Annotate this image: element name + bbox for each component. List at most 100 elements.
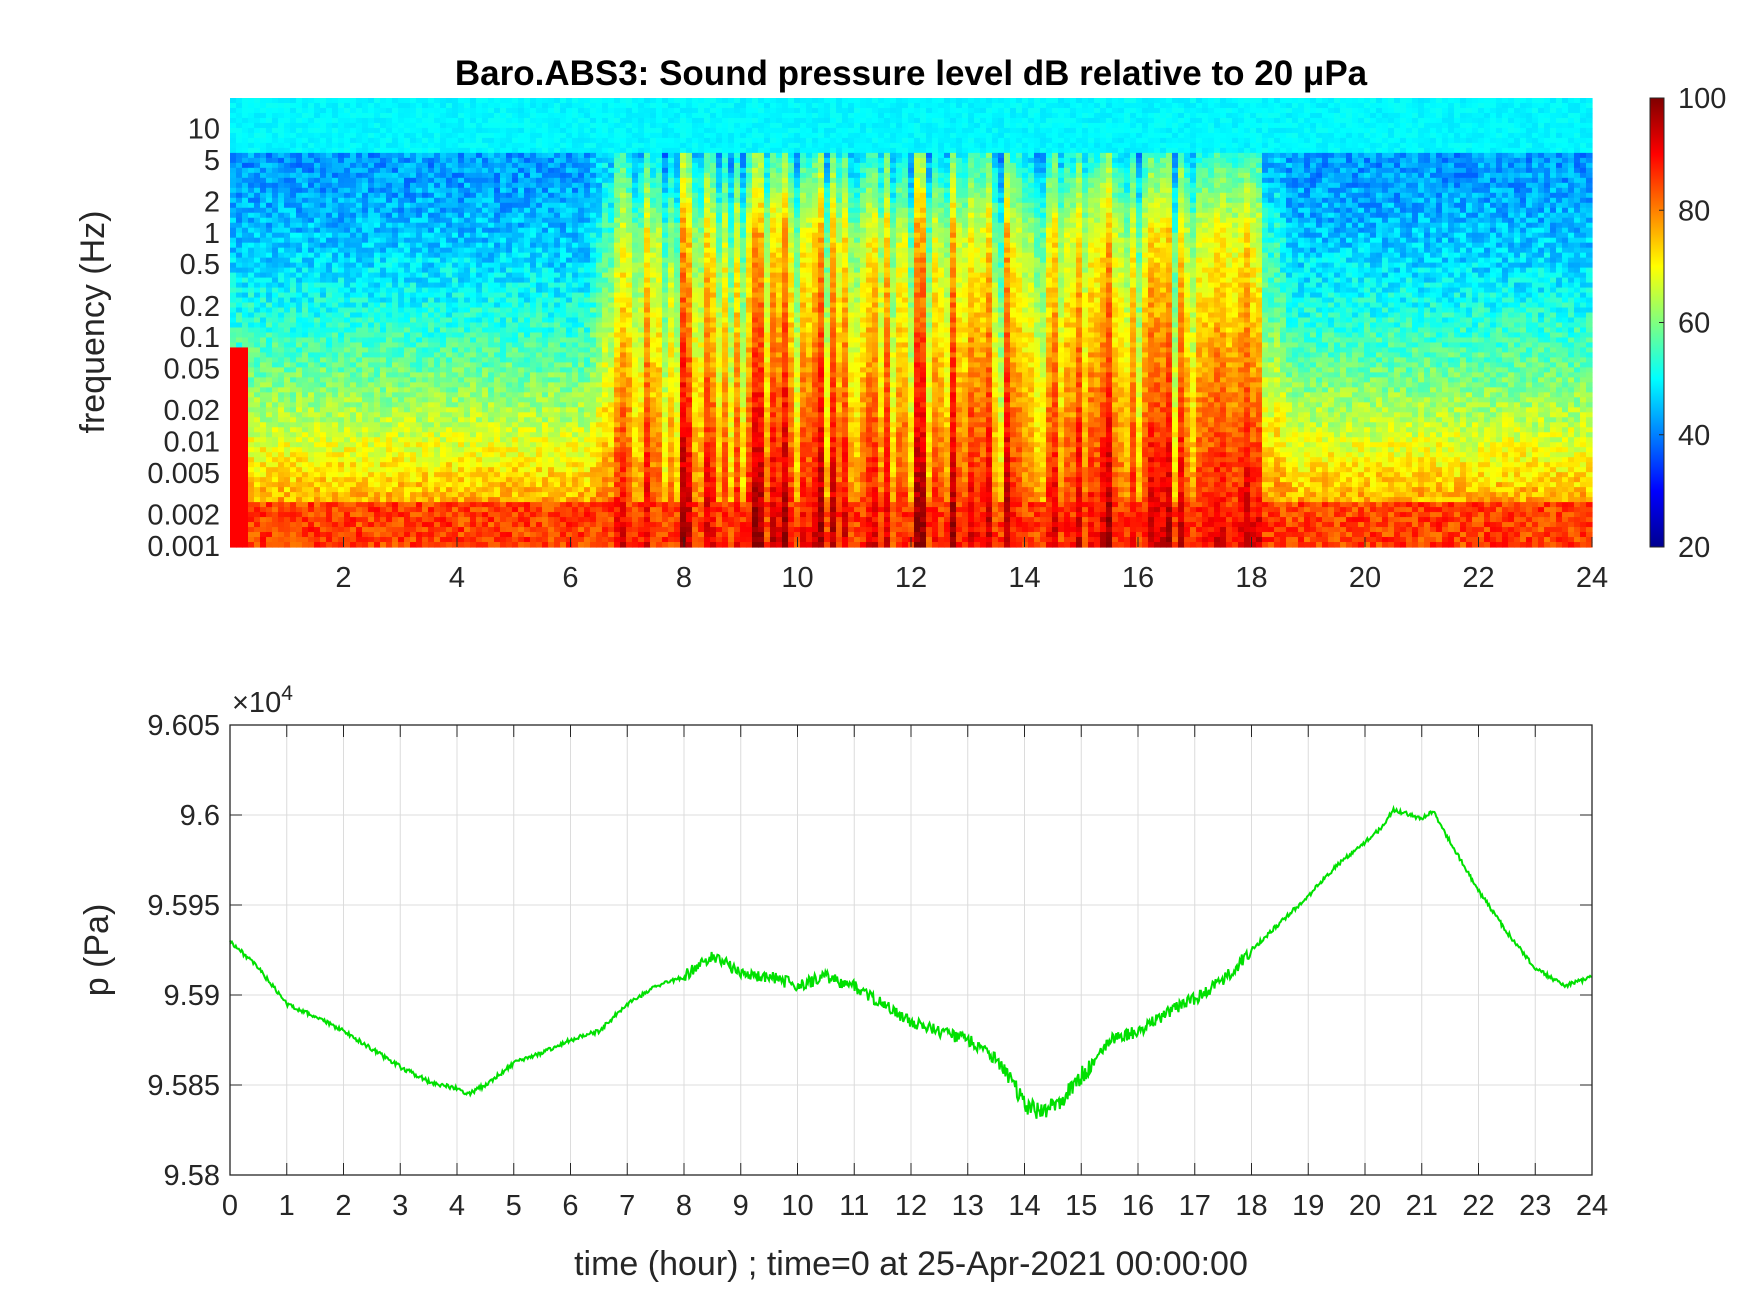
heatmap-cell — [284, 323, 291, 329]
heatmap-cell — [380, 243, 387, 249]
heatmap-cell — [506, 512, 513, 518]
heatmap-cell — [230, 382, 237, 388]
heatmap-cell — [470, 303, 477, 309]
heatmap-cell — [452, 183, 459, 189]
heatmap-cell — [272, 308, 279, 314]
heatmap-cell — [404, 308, 411, 314]
heatmap-cell — [398, 427, 405, 433]
heatmap-cell — [248, 178, 255, 184]
heatmap-cell — [248, 402, 255, 408]
heatmap-cell — [230, 143, 237, 149]
heatmap-cell — [488, 462, 495, 468]
heatmap-cell — [386, 223, 393, 229]
heatmap-cell — [464, 402, 471, 408]
heatmap-cell — [350, 527, 357, 533]
heatmap-cell — [458, 308, 465, 314]
heatmap-cell — [314, 228, 321, 234]
heatmap-cell — [374, 148, 381, 154]
heatmap-cell — [242, 332, 249, 338]
heatmap-cell — [248, 233, 255, 239]
heatmap-cell — [458, 537, 465, 543]
heatmap-cell — [386, 133, 393, 139]
heatmap-cell — [368, 218, 375, 224]
heatmap-cell — [512, 417, 519, 423]
heatmap-cell — [500, 133, 507, 139]
heatmap-cell — [506, 467, 513, 473]
heatmap-cell — [470, 392, 477, 398]
heatmap-cell — [380, 238, 387, 244]
heatmap-cell — [554, 367, 561, 373]
heatmap-cell — [284, 308, 291, 314]
heatmap-cell — [530, 347, 537, 353]
heatmap-cell — [272, 183, 279, 189]
heatmap-cell — [260, 268, 267, 274]
heatmap-cell — [458, 542, 465, 548]
heatmap-cell — [476, 372, 483, 378]
heatmap-cell — [302, 397, 309, 403]
heatmap-cell — [416, 158, 423, 164]
heatmap-cell — [404, 382, 411, 388]
heatmap-cell — [476, 198, 483, 204]
heatmap-cell — [530, 462, 537, 468]
heatmap-cell — [284, 173, 291, 179]
heatmap-cell — [452, 522, 459, 528]
heatmap-cell — [506, 298, 513, 304]
heatmap-cell — [482, 477, 489, 483]
heatmap-cell — [506, 148, 513, 154]
heatmap-cell — [554, 437, 561, 443]
heatmap-cell — [266, 537, 273, 543]
heatmap-cell — [368, 432, 375, 438]
heatmap-cell — [320, 273, 327, 279]
heatmap-cell — [386, 527, 393, 533]
heatmap-cell — [392, 238, 399, 244]
heatmap-cell — [326, 133, 333, 139]
heatmap-cell — [536, 527, 543, 533]
heatmap-cell — [230, 447, 237, 453]
heatmap-cell — [440, 113, 447, 119]
heatmap-cell — [368, 472, 375, 478]
heatmap-cell — [524, 337, 531, 343]
heatmap-cell — [536, 477, 543, 483]
heatmap-cell — [278, 223, 285, 229]
heatmap-cell — [314, 417, 321, 423]
heatmap-cell — [458, 427, 465, 433]
heatmap-cell — [242, 467, 249, 473]
heatmap-cell — [470, 123, 477, 129]
heatmap-cell — [530, 298, 537, 304]
heatmap-cell — [332, 462, 339, 468]
heatmap-cell — [284, 168, 291, 174]
heatmap-cell — [398, 472, 405, 478]
heatmap-cell — [278, 243, 285, 249]
heatmap-cell — [500, 223, 507, 229]
heatmap-cell — [350, 258, 357, 264]
heatmap-cell — [434, 278, 441, 284]
heatmap-cell — [392, 457, 399, 463]
heatmap-cell — [530, 308, 537, 314]
heatmap-cell — [464, 153, 471, 159]
heatmap-cell — [278, 462, 285, 468]
heatmap-cell — [272, 522, 279, 528]
heatmap-cell — [416, 472, 423, 478]
heatmap-cell — [314, 158, 321, 164]
heatmap-cell — [314, 128, 321, 134]
heatmap-cell — [470, 223, 477, 229]
heatmap-cell — [248, 228, 255, 234]
heatmap-cell — [488, 298, 495, 304]
heatmap-cell — [482, 103, 489, 109]
heatmap-cell — [446, 158, 453, 164]
heatmap-cell — [494, 233, 501, 239]
heatmap-cell — [242, 313, 249, 319]
heatmap-cell — [362, 278, 369, 284]
heatmap-cell — [350, 143, 357, 149]
heatmap-cell — [458, 113, 465, 119]
heatmap-cell — [554, 103, 561, 109]
heatmap-cell — [422, 178, 429, 184]
heatmap-cell — [512, 293, 519, 299]
heatmap-cell — [344, 223, 351, 229]
heatmap-cell — [482, 153, 489, 159]
heatmap-cell — [446, 298, 453, 304]
heatmap-cell — [452, 327, 459, 333]
heatmap-cell — [440, 168, 447, 174]
heatmap-cell — [296, 472, 303, 478]
heatmap-cell — [440, 517, 447, 523]
